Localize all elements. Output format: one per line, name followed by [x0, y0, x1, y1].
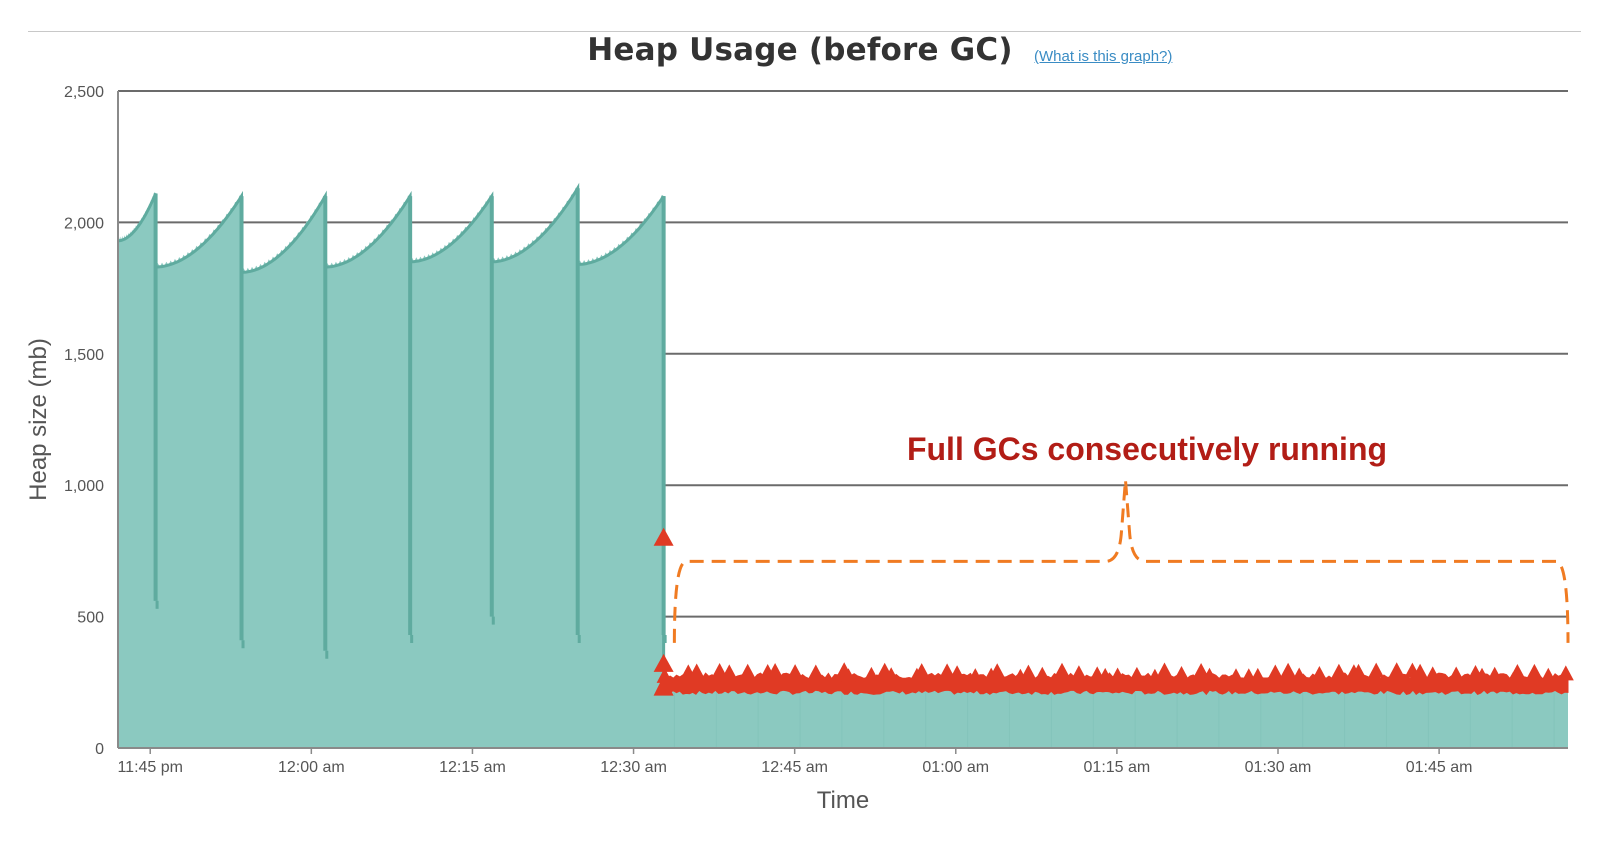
full-gc-marker [1557, 665, 1574, 681]
y-tick-label: 1,000 [64, 478, 104, 495]
full-gc-marker [656, 667, 673, 683]
chart-title-container: Heap Usage (before GC) [0, 32, 1600, 84]
full-gc-marker [1267, 664, 1284, 680]
chart-title: Heap Usage (before GC) [587, 32, 1013, 68]
full-gc-marker [1330, 663, 1347, 679]
x-tick-label: 12:30 am [600, 759, 667, 776]
annotation-group: Full GCs consecutively running [672, 431, 1570, 643]
full-gc-marker [1097, 667, 1114, 683]
full-gc-marker [1201, 667, 1218, 683]
full-gc-marker [711, 663, 728, 678]
full-gc-marker [1412, 663, 1429, 679]
full-gc-marker [807, 664, 824, 680]
y-tick-label: 2,500 [64, 84, 104, 101]
full-gc-marker [1486, 666, 1503, 682]
full-gc-marker [1070, 665, 1087, 681]
full-gc-marker [787, 664, 804, 680]
full-gc-marker [949, 665, 966, 681]
full-gc-marker [1228, 668, 1244, 684]
annotation-bracket [672, 479, 1570, 643]
full-gc-marker [1034, 666, 1051, 682]
annotation-text: Full GCs consecutively running [907, 431, 1387, 467]
full-gc-marker [653, 653, 674, 672]
full-gc-marker-series [653, 527, 1574, 696]
x-tick-label: 11:45 pm [117, 759, 183, 776]
full-gc-marker [1146, 668, 1163, 684]
x-tick-label: 12:15 am [439, 759, 506, 776]
y-tick-label: 0 [95, 741, 104, 758]
axes: 0 500 1,000 1,500 2,000 2,500 11:45 pm 12:00 am… [25, 84, 1568, 814]
heap-area-series [118, 182, 1568, 748]
full-gc-marker [913, 663, 930, 679]
full-gc-marker [721, 664, 738, 680]
full-gc-marker [1012, 668, 1029, 684]
top-divider [28, 31, 1581, 32]
full-gc-marker [967, 668, 984, 684]
full-gc-marker [1156, 662, 1173, 678]
full-gc-marker [989, 663, 1006, 679]
full-gc-marker [767, 663, 784, 678]
full-gc-marker [1249, 667, 1266, 683]
y-tick-label: 1,500 [64, 347, 104, 364]
full-gc-marker [1280, 662, 1297, 678]
full-gc-marker [840, 668, 857, 684]
y-tick-label: 2,000 [64, 215, 104, 232]
full-gc-marker [1388, 662, 1405, 678]
full-gc-marker [1193, 663, 1210, 678]
full-gc-marker [1291, 667, 1308, 683]
full-gc-marker [1020, 664, 1037, 680]
heap-area-fill [118, 187, 1568, 748]
full-gc-marker [1540, 667, 1557, 683]
full-gc-marker [1054, 662, 1070, 678]
x-axis-label: Time [817, 787, 869, 814]
full-gc-marker [1448, 666, 1465, 682]
full-gc-marker [653, 527, 674, 546]
x-tick-label: 12:00 am [278, 759, 345, 776]
full-gc-marker [1350, 663, 1367, 679]
full-gc-marker [1311, 666, 1328, 681]
y-axis-label: Heap size (mb) [25, 338, 52, 501]
full-gc-marker [1424, 666, 1441, 682]
what-is-this-graph-link[interactable]: (What is this graph?) [1034, 48, 1173, 65]
x-tick-label: 01:15 am [1084, 759, 1151, 776]
x-tick-label: 01:45 am [1406, 759, 1473, 776]
full-gc-marker [1526, 663, 1543, 679]
full-gc-marker [1368, 662, 1385, 678]
x-tick-label: 12:45 am [761, 759, 828, 776]
full-gc-marker [1128, 666, 1145, 682]
heap-area-edge [118, 182, 665, 274]
full-gc-marker [653, 675, 674, 696]
full-gc-marker [688, 663, 705, 679]
full-gc-marker [939, 663, 956, 679]
full-gc-marker [1474, 667, 1490, 683]
x-tick-label: 01:00 am [922, 759, 989, 776]
x-tick-label: 01:30 am [1245, 759, 1312, 776]
full-gc-marker [1173, 666, 1190, 681]
full-gc-marker [739, 663, 756, 679]
full-gc-marker [1509, 664, 1526, 679]
full-gc-marker [863, 666, 880, 682]
y-tick-label: 500 [77, 610, 104, 627]
full-gc-marker [883, 667, 900, 683]
full-gc-marker [1109, 667, 1126, 683]
